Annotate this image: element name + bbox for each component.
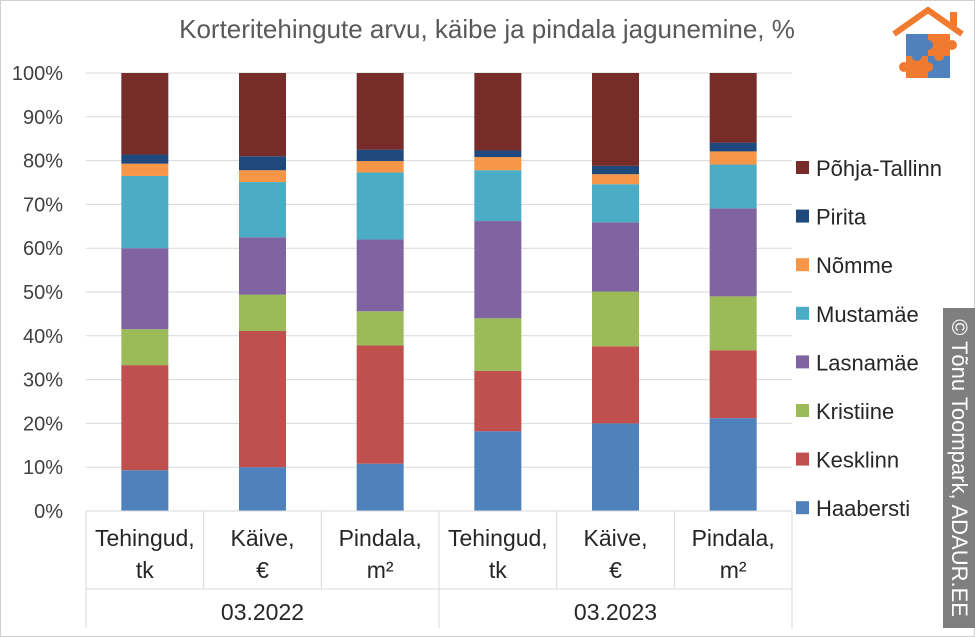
bar-segment (592, 346, 639, 424)
bar-segment (121, 163, 169, 176)
x-group-label: 03.2023 (574, 599, 657, 625)
x-category-label: Pindala, m² (339, 525, 422, 583)
bar-segment (709, 151, 757, 165)
bar-segment (592, 73, 639, 166)
bar-segment (239, 182, 286, 238)
bar-segment (239, 467, 286, 511)
legend-label: Nõmme (816, 253, 893, 278)
legend-label: Lasnamäe (816, 350, 919, 375)
legend-swatch (796, 306, 809, 320)
bar-segment (121, 365, 169, 471)
bar-segment (356, 345, 404, 464)
bar-segment (592, 174, 639, 185)
bar-segment (592, 165, 639, 175)
bar-segment (356, 161, 404, 173)
legend-label: Kristiine (816, 399, 894, 424)
bars (121, 73, 757, 511)
x-category-label: Käive, € (584, 525, 648, 583)
y-axis-ticks: 0% 10% 20% 30% 40% 50% 60% 70% 80% 90% 100% (12, 63, 63, 523)
legend: Põhja-Tallinn Pirita Nõmme Mustamäe Lasnamäe… (796, 156, 942, 521)
bar-segment (121, 329, 169, 366)
x-category-label: Tehingud, tk (95, 525, 195, 583)
bar-segment (709, 142, 757, 152)
bar-segment (474, 318, 522, 371)
legend-swatch (796, 355, 809, 369)
bar-segment (356, 463, 404, 511)
y-tick-label: 80% (23, 151, 63, 173)
y-tick-label: 90% (23, 107, 63, 129)
bar-segment (709, 73, 757, 143)
bar-segment (239, 237, 286, 295)
bar-segment (474, 221, 522, 319)
bar-segment (239, 156, 286, 171)
bar-segment (709, 296, 757, 351)
y-tick-label: 0% (34, 501, 63, 523)
y-tick-label: 30% (23, 370, 63, 392)
bar-segment (239, 294, 286, 331)
x-category-label: Tehingud, tk (448, 525, 548, 583)
bar-segment (121, 154, 169, 164)
bar-segment (474, 157, 522, 171)
bar-segment (592, 291, 639, 347)
bar-segment (709, 208, 757, 297)
legend-label: Haabersti (816, 496, 910, 521)
bar-segment (239, 73, 286, 157)
bar-segment (121, 175, 169, 249)
bar-segment (121, 248, 169, 330)
credit-banner (943, 308, 975, 628)
legend-label: Pirita (816, 205, 867, 230)
bar-segment (356, 149, 404, 162)
x-group-label: 03.2022 (221, 599, 304, 625)
x-category-label: Käive, € (231, 525, 295, 583)
bar-segment (121, 470, 169, 511)
y-tick-label: 70% (23, 194, 63, 216)
legend-swatch (796, 258, 809, 272)
bar-segment (709, 350, 757, 419)
y-tick-label: 50% (23, 282, 63, 304)
x-category-label: Pindala, m² (692, 525, 775, 583)
legend-swatch (796, 161, 809, 174)
y-tick-label: 40% (23, 326, 63, 348)
bar-segment (592, 184, 639, 223)
x-axis: Tehingud, tk Käive, € Pindala, m² Tehingud, tk K… (85, 510, 793, 628)
chart-title: Korteritehingute arvu, käibe ja pindala … (179, 14, 795, 44)
bar-segment (474, 170, 522, 222)
y-tick-label: 10% (23, 457, 63, 479)
legend-swatch (796, 452, 809, 466)
bar-segment (474, 150, 522, 158)
y-tick-label: 100% (12, 63, 63, 85)
credit-text: © Tõnu Toompark, ADAUR.EE (947, 319, 972, 617)
y-tick-label: 20% (23, 413, 63, 435)
bar-segment (356, 239, 404, 312)
gridlines (86, 72, 792, 512)
bar-segment (474, 370, 522, 432)
legend-swatch (796, 501, 809, 515)
bar-segment (121, 73, 169, 155)
legend-swatch (796, 404, 809, 417)
bar-segment (356, 172, 404, 240)
house-puzzle-logo-icon (892, 6, 964, 78)
bar-segment (592, 222, 639, 292)
bar-segment (474, 431, 522, 511)
legend-swatch (796, 209, 809, 223)
legend-label: Mustamäe (816, 302, 919, 327)
legend-label: Põhja-Tallinn (816, 156, 942, 181)
bar-segment (592, 423, 639, 511)
y-tick-label: 60% (23, 238, 63, 260)
bar-segment (356, 73, 404, 150)
bar-segment (709, 418, 757, 511)
bar-segment (474, 73, 522, 151)
bar-segment (356, 311, 404, 346)
bar-segment (239, 170, 286, 183)
bar-segment (239, 330, 286, 468)
bar-segment (709, 164, 757, 209)
legend-label: Kesklinn (816, 448, 899, 473)
